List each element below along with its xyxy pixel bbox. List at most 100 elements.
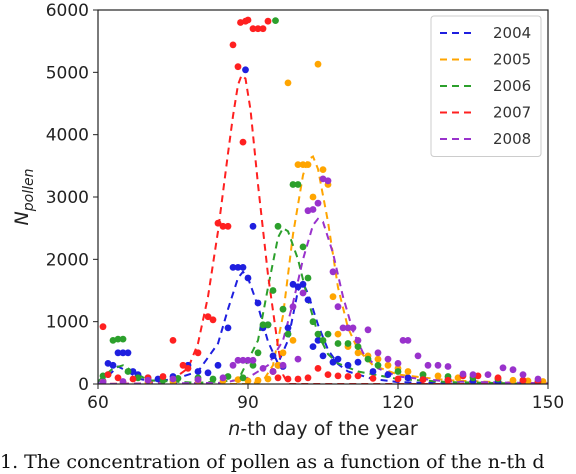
point-2006 bbox=[269, 287, 277, 294]
point-2007 bbox=[419, 376, 427, 383]
point-2007 bbox=[239, 138, 247, 146]
point-2007 bbox=[209, 316, 217, 324]
fit-line-2006 bbox=[98, 226, 548, 384]
y-tick-label: 0 bbox=[78, 375, 89, 395]
point-2006 bbox=[344, 340, 352, 347]
point-2005 bbox=[319, 166, 327, 174]
point-2004 bbox=[354, 358, 362, 366]
point-2007 bbox=[224, 222, 232, 230]
point-2005 bbox=[284, 79, 292, 87]
point-2006 bbox=[319, 337, 327, 344]
x-axis-ticks: 60 90 120 150 bbox=[87, 384, 564, 413]
point-2008 bbox=[194, 376, 202, 383]
point-2007 bbox=[184, 365, 192, 372]
point-2004 bbox=[214, 361, 222, 369]
point-2006 bbox=[239, 374, 247, 382]
point-2006 bbox=[364, 355, 372, 363]
point-2004 bbox=[304, 296, 312, 304]
legend-label-2008: 2008 bbox=[493, 130, 531, 148]
point-2004 bbox=[239, 264, 247, 271]
point-2008 bbox=[354, 337, 362, 344]
point-2008 bbox=[384, 355, 392, 363]
point-2007 bbox=[234, 63, 242, 71]
point-2006 bbox=[324, 330, 332, 338]
point-2008 bbox=[329, 268, 337, 276]
legend-label-2004: 2004 bbox=[493, 24, 531, 42]
point-2007 bbox=[104, 371, 112, 378]
point-2004 bbox=[319, 352, 327, 360]
point-2008 bbox=[344, 324, 352, 332]
point-2006 bbox=[274, 222, 282, 230]
point-2007 bbox=[244, 16, 252, 24]
point-2004 bbox=[344, 361, 352, 369]
point-2008 bbox=[394, 360, 402, 367]
point-2004 bbox=[269, 352, 277, 360]
point-2008 bbox=[339, 324, 347, 332]
point-2008 bbox=[404, 337, 412, 344]
point-2008 bbox=[499, 364, 507, 372]
point-2008 bbox=[294, 355, 302, 363]
point-2004 bbox=[119, 349, 127, 357]
point-2008 bbox=[144, 376, 152, 384]
point-2005 bbox=[374, 355, 382, 363]
point-2004 bbox=[334, 355, 342, 363]
point-2005 bbox=[384, 361, 392, 369]
point-2005 bbox=[329, 293, 337, 301]
point-2005 bbox=[294, 161, 302, 169]
point-2006 bbox=[309, 318, 317, 326]
point-2008 bbox=[349, 324, 357, 332]
x-axis-label: n-th day of the year bbox=[228, 418, 418, 440]
y-tick-label: 3000 bbox=[46, 188, 89, 208]
point-2005 bbox=[279, 349, 287, 357]
point-2006 bbox=[314, 330, 322, 338]
point-2008 bbox=[289, 303, 297, 311]
point-2006 bbox=[284, 330, 292, 338]
x-tick-label: 120 bbox=[382, 393, 414, 413]
point-2005 bbox=[524, 377, 532, 384]
point-2007 bbox=[274, 374, 282, 382]
point-2004 bbox=[229, 264, 237, 271]
point-2007 bbox=[114, 374, 122, 382]
fit-line-2005 bbox=[98, 155, 548, 384]
point-2005 bbox=[244, 377, 252, 384]
point-2007 bbox=[159, 373, 167, 380]
point-2007 bbox=[229, 41, 237, 49]
point-2004 bbox=[129, 368, 137, 375]
point-2006 bbox=[174, 375, 182, 382]
point-2004 bbox=[314, 337, 322, 344]
point-2008 bbox=[414, 352, 422, 360]
point-2004 bbox=[299, 280, 307, 288]
point-2007 bbox=[259, 25, 267, 33]
point-2007 bbox=[249, 25, 257, 33]
point-2007 bbox=[204, 313, 212, 321]
point-2008 bbox=[239, 356, 247, 364]
point-2005 bbox=[264, 375, 272, 383]
point-2008 bbox=[309, 206, 317, 213]
point-2007 bbox=[169, 337, 177, 344]
point-2008 bbox=[244, 356, 252, 364]
point-2008 bbox=[424, 361, 432, 369]
point-2007 bbox=[179, 361, 187, 369]
point-2008 bbox=[299, 289, 307, 297]
y-tick-label: 1000 bbox=[46, 313, 89, 333]
x-tick-label: 90 bbox=[237, 393, 259, 413]
point-2004 bbox=[284, 324, 292, 332]
point-2008 bbox=[229, 361, 237, 369]
point-2005 bbox=[274, 361, 282, 369]
pollen-chart: 60 90 120 150 0 1000 2000 3000 4000 5000 6000 n-t… bbox=[11, 1, 565, 440]
point-2007 bbox=[99, 323, 107, 331]
point-2008 bbox=[99, 378, 107, 384]
point-2004 bbox=[242, 66, 249, 74]
x-tick-label: 150 bbox=[532, 393, 564, 413]
point-2004 bbox=[224, 324, 232, 332]
point-2006 bbox=[419, 371, 427, 378]
point-2007 bbox=[214, 219, 222, 227]
point-2005 bbox=[434, 372, 442, 380]
point-2008 bbox=[169, 375, 177, 383]
point-2004 bbox=[109, 361, 117, 369]
y-tick-label: 2000 bbox=[46, 250, 89, 270]
point-2004 bbox=[369, 368, 377, 375]
point-2004 bbox=[404, 374, 412, 382]
point-2008 bbox=[334, 303, 342, 311]
point-2007 bbox=[284, 375, 292, 383]
